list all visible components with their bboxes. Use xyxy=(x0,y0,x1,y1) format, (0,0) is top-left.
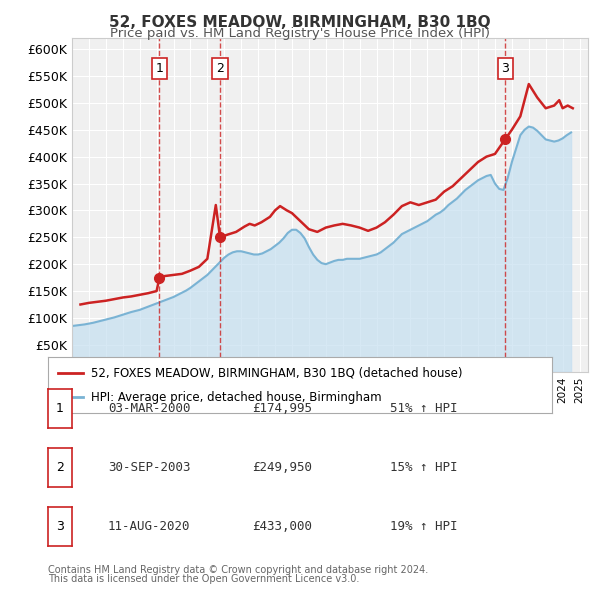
Text: £249,950: £249,950 xyxy=(252,461,312,474)
Text: HPI: Average price, detached house, Birmingham: HPI: Average price, detached house, Birm… xyxy=(91,391,382,404)
Text: 52, FOXES MEADOW, BIRMINGHAM, B30 1BQ: 52, FOXES MEADOW, BIRMINGHAM, B30 1BQ xyxy=(109,15,491,30)
Text: 19% ↑ HPI: 19% ↑ HPI xyxy=(390,520,458,533)
Text: 2: 2 xyxy=(56,461,64,474)
Text: 30-SEP-2003: 30-SEP-2003 xyxy=(108,461,191,474)
Text: 51% ↑ HPI: 51% ↑ HPI xyxy=(390,402,458,415)
Text: 52, FOXES MEADOW, BIRMINGHAM, B30 1BQ (detached house): 52, FOXES MEADOW, BIRMINGHAM, B30 1BQ (d… xyxy=(91,366,463,379)
Text: £174,995: £174,995 xyxy=(252,402,312,415)
Text: £433,000: £433,000 xyxy=(252,520,312,533)
Text: 3: 3 xyxy=(502,62,509,75)
Text: 03-MAR-2000: 03-MAR-2000 xyxy=(108,402,191,415)
Text: 2: 2 xyxy=(216,62,224,75)
Text: 1: 1 xyxy=(56,402,64,415)
Text: 11-AUG-2020: 11-AUG-2020 xyxy=(108,520,191,533)
Text: Contains HM Land Registry data © Crown copyright and database right 2024.: Contains HM Land Registry data © Crown c… xyxy=(48,565,428,575)
Text: 3: 3 xyxy=(56,520,64,533)
Text: 15% ↑ HPI: 15% ↑ HPI xyxy=(390,461,458,474)
Text: Price paid vs. HM Land Registry's House Price Index (HPI): Price paid vs. HM Land Registry's House … xyxy=(110,27,490,40)
Text: 1: 1 xyxy=(155,62,163,75)
Text: This data is licensed under the Open Government Licence v3.0.: This data is licensed under the Open Gov… xyxy=(48,574,359,584)
